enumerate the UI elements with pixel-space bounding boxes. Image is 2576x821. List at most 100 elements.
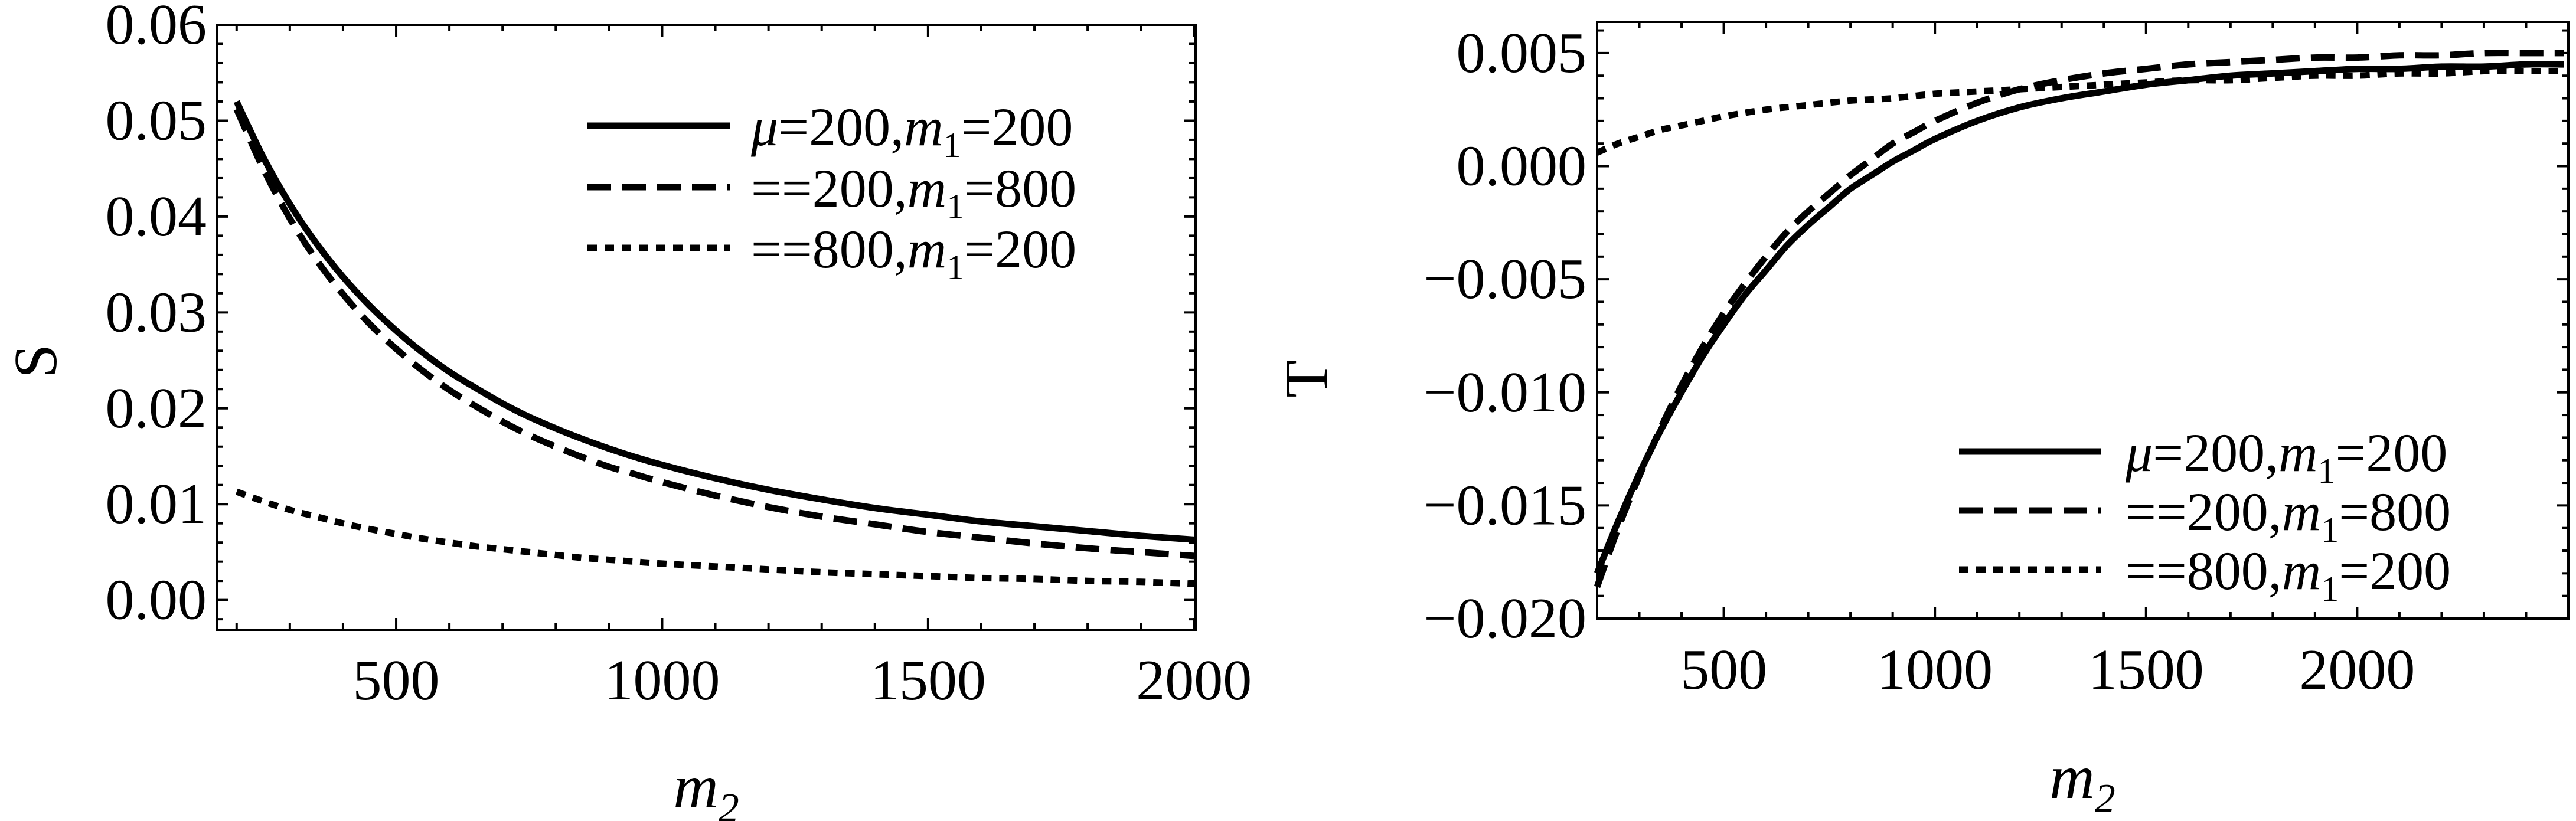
plot-frame — [1596, 21, 2570, 620]
text-segment: 1500 — [2088, 638, 2204, 702]
y-axis-title: T — [1272, 360, 1340, 398]
text-segment: 0.000 — [1457, 135, 1587, 198]
text-segment: 1 — [2321, 511, 2339, 549]
t-plot: 500 1000 1500 2000 0.005 0.000 −0.005 −0.010 −0.… — [1272, 21, 2570, 821]
text-segment: 0.03 — [106, 280, 207, 344]
text-segment: 1 — [943, 126, 961, 165]
text-segment: 0.02 — [106, 377, 207, 440]
text-segment: 2000 — [2299, 638, 2415, 702]
legend-label-dashed: ==200,m1=800 — [751, 158, 1076, 226]
text-segment: ==800, — [2126, 541, 2282, 601]
y-tick-label: 0.000 — [1457, 135, 1587, 198]
text-segment: m — [2282, 482, 2321, 542]
legend: μ=200,m1=200==200,m1=800==800,m1=200 — [587, 97, 1076, 287]
text-segment: −0.005 — [1424, 247, 1586, 311]
text-segment: 0.00 — [106, 568, 207, 632]
legend-label-dotted: ==800,m1=200 — [2126, 541, 2451, 609]
y-tick-label: 0.02 — [106, 377, 207, 440]
text-segment: 0.005 — [1457, 21, 1587, 85]
plot-frame — [216, 24, 1197, 631]
legend: μ=200,m1=200==200,m1=800==800,m1=200 — [1959, 423, 2451, 609]
s-plot: 500 1000 1500 2000 0.00 0.01 0.02 0.03 0.04 0.05 0… — [2, 0, 1252, 821]
text-segment: 2 — [719, 786, 739, 821]
y-tick-label: 0.01 — [106, 472, 207, 536]
curve-solid-mu-200-m1-200 — [1594, 61, 2564, 575]
text-segment: ==800, — [751, 219, 907, 279]
y-tick-label: −0.015 — [1424, 473, 1586, 537]
text-segment: m — [2049, 743, 2095, 812]
x-tick-label: 1500 — [870, 649, 986, 712]
text-segment: =800 — [964, 158, 1076, 218]
axis-ticks — [1597, 22, 2568, 620]
y-tick-label: 0.05 — [106, 89, 207, 152]
y-tick-label: 0.06 — [106, 0, 207, 57]
legend-label-solid: μ=200,m1=200 — [2125, 423, 2447, 490]
y-axis-title: S — [2, 344, 70, 378]
text-segment: T — [1272, 360, 1340, 398]
curve-dashed-mu-200-m1-800 — [233, 107, 1194, 560]
text-segment: S — [2, 344, 70, 378]
y-tick-label: −0.020 — [1424, 587, 1586, 650]
text-segment: ==200, — [2126, 482, 2282, 542]
curve-dotted-mu-800-m1-200 — [1595, 67, 2564, 156]
x-tick-label: 2000 — [2299, 638, 2415, 702]
text-segment: 1 — [946, 248, 964, 287]
x-tick-label: 2000 — [1136, 649, 1252, 712]
y-tick-label: 0.03 — [106, 280, 207, 344]
x-tick-label: 1500 — [2088, 638, 2204, 702]
curve-dotted-mu-800-m1-200 — [235, 488, 1194, 587]
text-segment: =200 — [2339, 541, 2451, 601]
text-segment: m — [904, 97, 943, 157]
text-segment: m — [673, 752, 719, 821]
text-segment: 2000 — [1136, 649, 1252, 712]
y-tick-label: −0.005 — [1424, 247, 1586, 311]
x-axis-title: m2 — [673, 752, 739, 821]
x-tick-label: 1000 — [604, 649, 720, 712]
y-tick-label: 0.04 — [106, 185, 207, 248]
y-tick-label: −0.010 — [1424, 361, 1586, 424]
text-segment: =200, — [778, 97, 904, 157]
text-segment: m — [2278, 423, 2317, 483]
text-segment: 0.04 — [106, 185, 207, 248]
y-tick-label: 0.005 — [1457, 21, 1587, 85]
text-segment: =800 — [2339, 482, 2451, 542]
x-tick-label: 500 — [1680, 638, 1767, 702]
text-segment: 1 — [2318, 452, 2336, 490]
curve-solid-mu-200-m1-200 — [233, 100, 1194, 543]
text-segment: −0.010 — [1424, 361, 1586, 424]
text-segment: m — [907, 158, 946, 218]
text-segment: 1 — [2321, 570, 2339, 609]
text-segment: =200 — [964, 219, 1076, 279]
curve-dashed-mu-200-m1-800 — [1594, 50, 2564, 588]
text-segment: 1500 — [870, 649, 986, 712]
text-segment: =200 — [961, 97, 1073, 157]
x-tick-label: 1000 — [1877, 638, 1993, 702]
text-segment: μ — [2125, 423, 2153, 483]
text-segment: ==200, — [751, 158, 907, 218]
text-segment: m — [2282, 541, 2321, 601]
text-segment: =200, — [2153, 423, 2278, 483]
x-axis-title: m2 — [2049, 743, 2115, 821]
y-tick-label: 0.00 — [106, 568, 207, 632]
text-segment: 2 — [2095, 776, 2115, 821]
text-segment: 1000 — [604, 649, 720, 712]
text-segment: 1 — [946, 187, 964, 226]
legend-label-dashed: ==200,m1=800 — [2126, 482, 2451, 549]
text-segment: −0.015 — [1424, 473, 1586, 537]
text-segment: =200 — [2336, 423, 2448, 483]
legend-label-solid: μ=200,m1=200 — [750, 97, 1073, 165]
text-segment: 500 — [353, 649, 440, 712]
axis-ticks — [217, 24, 1196, 630]
legend-label-dotted: ==800,m1=200 — [751, 219, 1076, 287]
text-segment: −0.020 — [1424, 587, 1586, 650]
text-segment: m — [907, 219, 946, 279]
x-tick-label: 500 — [353, 649, 440, 712]
text-segment: 0.01 — [106, 472, 207, 536]
text-segment: 0.06 — [106, 0, 207, 57]
text-segment: 1000 — [1877, 638, 1993, 702]
text-segment: μ — [750, 97, 778, 157]
text-segment: 0.05 — [106, 89, 207, 152]
text-segment: 500 — [1680, 638, 1767, 702]
